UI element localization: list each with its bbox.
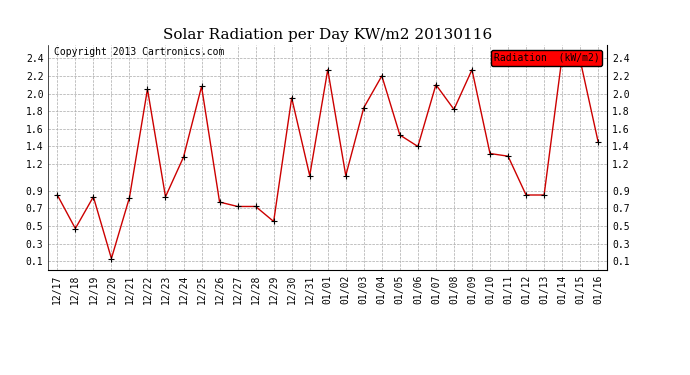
Legend: Radiation  (kW/m2): Radiation (kW/m2) (491, 50, 602, 66)
Text: Copyright 2013 Cartronics.com: Copyright 2013 Cartronics.com (54, 47, 224, 57)
Title: Solar Radiation per Day KW/m2 20130116: Solar Radiation per Day KW/m2 20130116 (163, 28, 493, 42)
